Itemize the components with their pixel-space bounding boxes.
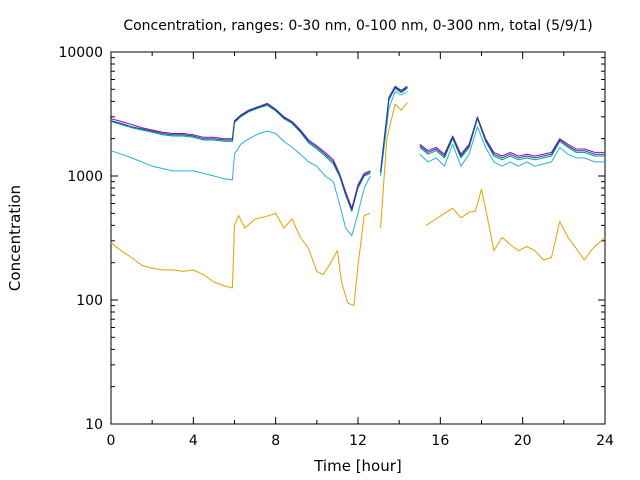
x-tick-label: 20 bbox=[514, 433, 532, 449]
x-tick-label: 16 bbox=[431, 433, 449, 449]
x-tick-label: 12 bbox=[349, 433, 367, 449]
series-line-1 bbox=[110, 91, 605, 237]
y-tick-label: 1000 bbox=[67, 169, 103, 185]
x-tick-label: 8 bbox=[271, 433, 280, 449]
x-tick-label: 0 bbox=[107, 433, 116, 449]
y-tick-label: 10000 bbox=[58, 45, 103, 61]
y-tick-label: 100 bbox=[76, 293, 103, 309]
y-axis-label: Concentration bbox=[6, 185, 24, 291]
axis-ticks: 0 4 8 12 16 20 24 10 100 1000 10000 bbox=[58, 45, 614, 449]
series-line-0 bbox=[110, 102, 606, 307]
plot-area-frame bbox=[110, 51, 606, 425]
y-tick-label: 10 bbox=[85, 417, 103, 433]
chart-title: Concentration, ranges: 0-30 nm, 0-100 nm… bbox=[123, 18, 592, 34]
x-tick-label: 24 bbox=[596, 433, 614, 449]
series-group bbox=[110, 85, 606, 307]
series-line-4 bbox=[110, 86, 605, 211]
series-line-2 bbox=[110, 87, 605, 212]
x-tick-label: 4 bbox=[189, 433, 198, 449]
x-axis-label: Time [hour] bbox=[313, 457, 402, 475]
